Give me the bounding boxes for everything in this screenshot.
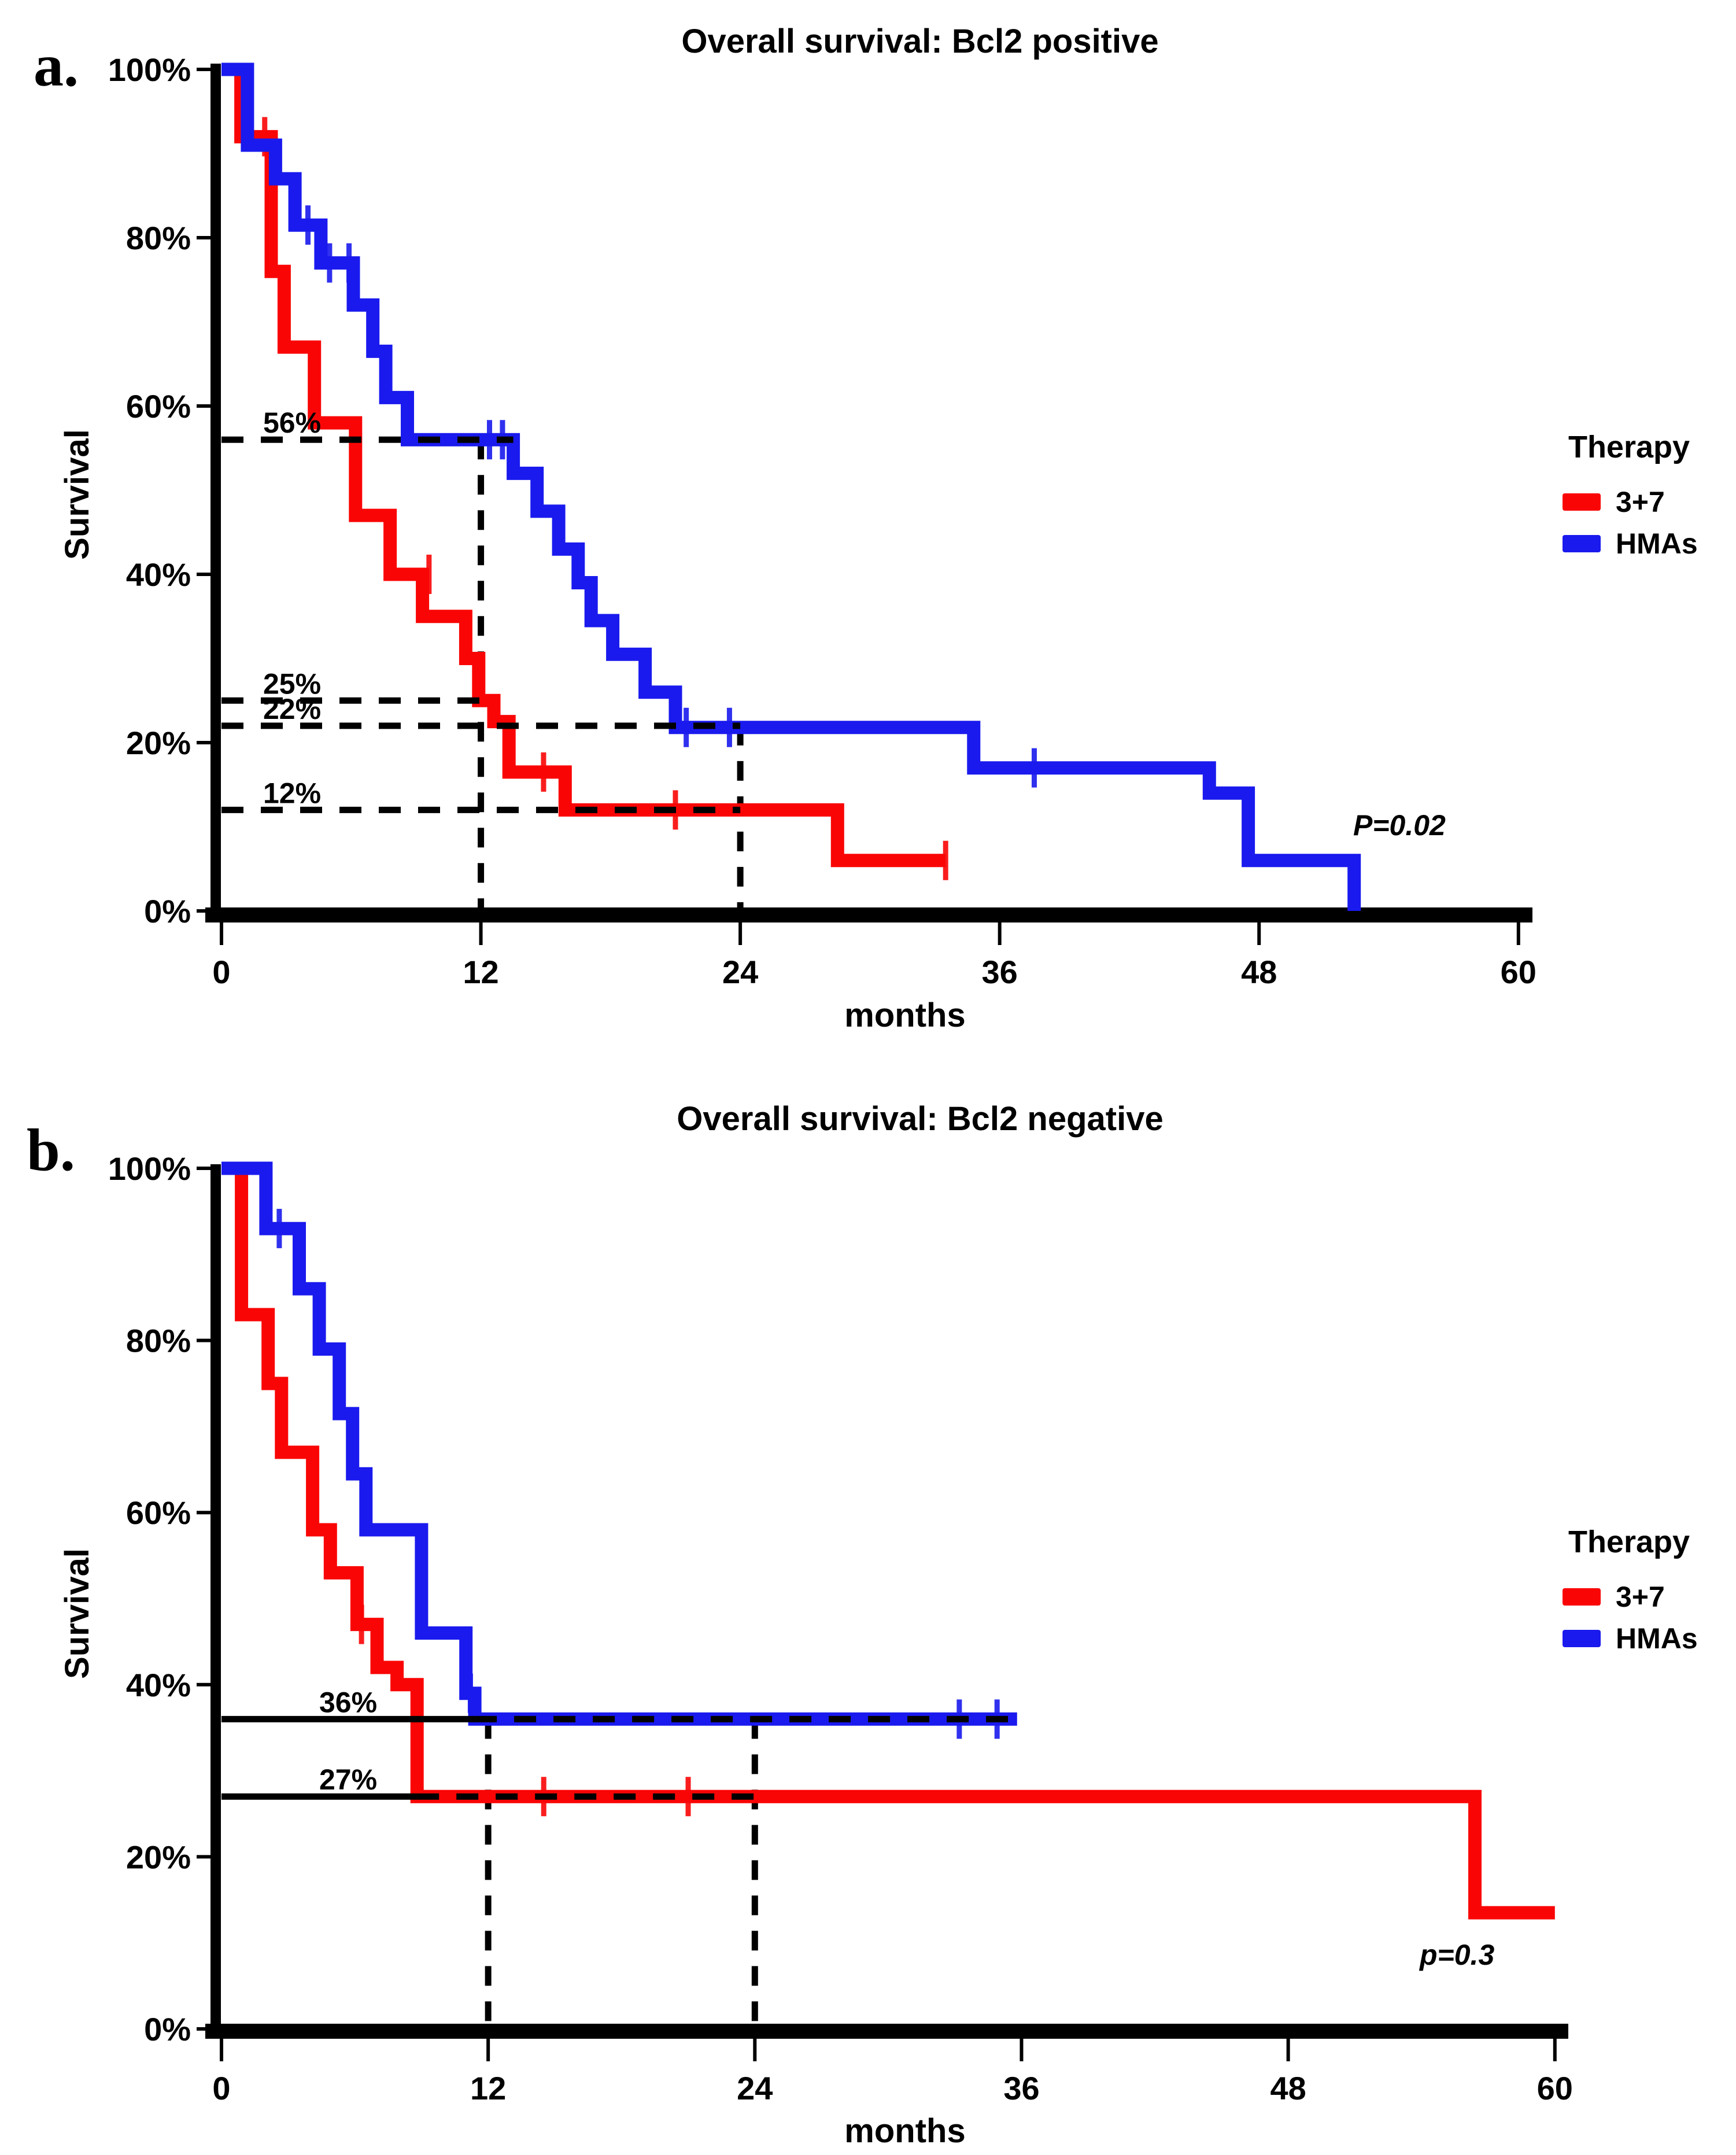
y-tick-label: 40%	[126, 556, 191, 593]
legend-entry-hmas: HMAs	[1563, 1622, 1724, 1655]
annotation-label-12%: 12%	[263, 777, 321, 809]
y-tick-label: 0%	[144, 2011, 191, 2047]
y-tick-label: 40%	[126, 1667, 191, 1703]
panel-b: b. Overall survival: Bcl2 negative Survi…	[0, 1078, 1736, 2155]
annotation-label-36%: 36%	[319, 1686, 377, 1718]
x-axis-title-b: months	[844, 2112, 966, 2150]
chart-title-b: Overall survival: Bcl2 negative	[677, 1100, 1164, 1138]
legend-label-hmas: HMAs	[1616, 527, 1698, 560]
annotation-label-22%: 22%	[263, 693, 321, 725]
legend-swatch-hmas	[1563, 1630, 1601, 1647]
x-tick-label: 0	[212, 2070, 230, 2106]
legend-label-3plus7: 3+7	[1616, 1581, 1665, 1613]
p-value-b: p=0.3	[1420, 1939, 1495, 1971]
x-tick-label: 12	[470, 2070, 506, 2106]
legend-entry-3plus7: 3+7	[1563, 486, 1724, 518]
y-tick-label: 60%	[126, 388, 191, 425]
legend-a: Therapy 3+7 HMAs	[1534, 429, 1724, 569]
panel-label-a: a.	[34, 32, 79, 99]
y-tick-label: 60%	[126, 1495, 191, 1531]
x-tick-label: 12	[463, 954, 498, 990]
legend-title: Therapy	[1568, 430, 1690, 464]
legend-b: Therapy 3+7 HMAs	[1534, 1524, 1724, 1664]
legend-swatch-hmas	[1563, 535, 1601, 552]
x-tick-label: 0	[212, 954, 230, 990]
km-plot-bcl2-negative: 0% 20% 40% 60% 80% 100% 0 12 24 36 48 60 36% 27%	[108, 1150, 1573, 2106]
legend-label-3plus7: 3+7	[1616, 486, 1665, 518]
legend-swatch-3plus7	[1563, 1588, 1601, 1606]
km-plot-bcl2-positive: 0% 20% 40% 60% 80% 100% 0 12 24 36 48 60 56% 25%22% 12…	[108, 51, 1536, 990]
y-tick-label: 0%	[144, 893, 191, 929]
y-tick-label: 80%	[126, 220, 191, 256]
x-tick-label: 48	[1241, 954, 1277, 990]
legend-title: Therapy	[1568, 1525, 1690, 1559]
x-tick-label: 60	[1501, 954, 1536, 990]
annotation-label-27%: 27%	[319, 1763, 377, 1796]
panel-label-b: b.	[27, 1117, 75, 1183]
y-tick-label: 20%	[126, 1839, 191, 1875]
km-curve-HMAs	[221, 62, 1361, 911]
chart-title-a: Overall survival: Bcl2 positive	[681, 23, 1159, 60]
km-curve-37	[221, 1161, 1555, 1920]
y-tick-label: 100%	[108, 1150, 191, 1187]
y-tick-label: 80%	[126, 1323, 191, 1359]
x-axis-title-a: months	[844, 997, 966, 1034]
x-tick-label: 36	[1003, 2070, 1039, 2106]
y-tick-label: 100%	[108, 51, 191, 88]
p-value-a: P=0.02	[1353, 809, 1446, 842]
legend-swatch-3plus7	[1563, 493, 1601, 511]
x-tick-label: 60	[1537, 2070, 1573, 2106]
km-curve-HMAs	[221, 1161, 1017, 1726]
panel-a: a. Overall survival: Bcl2 positive Survi…	[34, 23, 1724, 1034]
annotation-label-25%: 25%	[263, 667, 321, 700]
annotation-label-56%: 56%	[263, 407, 321, 439]
x-tick-label: 24	[737, 2070, 773, 2106]
legend-label-hmas: HMAs	[1616, 1622, 1698, 1655]
y-tick-label: 20%	[126, 725, 191, 761]
x-tick-label: 48	[1270, 2070, 1306, 2106]
x-tick-label: 36	[982, 954, 1018, 990]
legend-entry-hmas: HMAs	[1563, 527, 1724, 560]
x-tick-label: 24	[722, 954, 758, 990]
km-curve-37	[221, 62, 946, 868]
legend-entry-3plus7: 3+7	[1563, 1581, 1724, 1613]
